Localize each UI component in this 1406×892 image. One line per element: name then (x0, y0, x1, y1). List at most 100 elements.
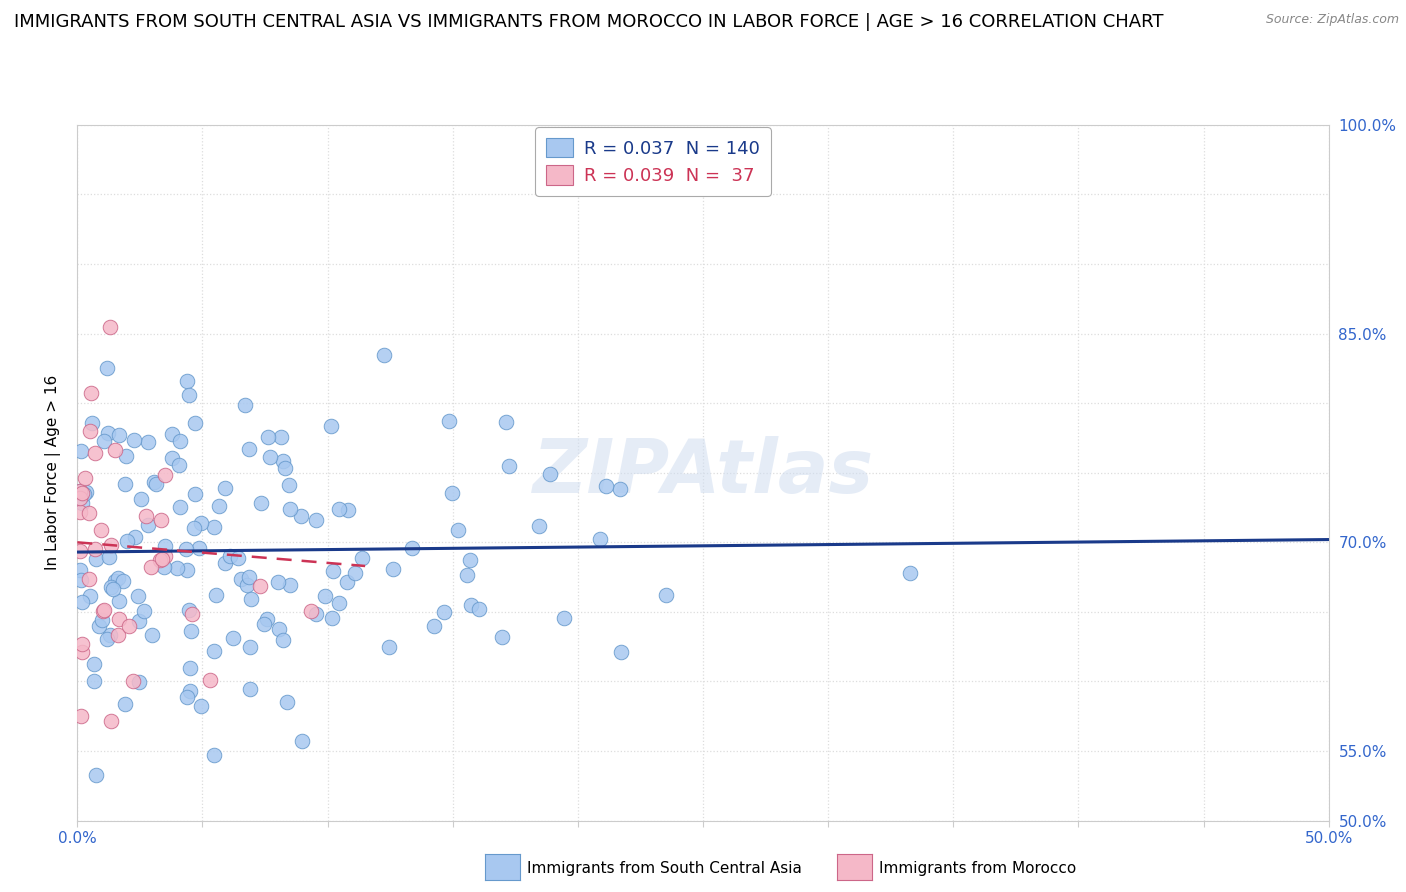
Point (249, 579, 271, 593)
Point (278, 477, 301, 491)
Point (139, 559, 162, 574)
Point (69, 563, 91, 577)
Point (100, 538, 122, 552)
Point (609, 482, 631, 496)
Point (84, 446, 107, 460)
Point (259, 450, 281, 464)
Point (96, 361, 118, 376)
Point (214, 556, 236, 570)
Point (90, 523, 112, 537)
Point (167, 458, 190, 473)
Point (75, 471, 97, 485)
Point (401, 541, 423, 555)
Point (153, 540, 176, 554)
Y-axis label: In Labor Force | Age > 16: In Labor Force | Age > 16 (45, 376, 62, 570)
Point (69, 444, 91, 458)
Point (610, 645, 633, 659)
Point (73, 487, 96, 501)
Point (128, 615, 150, 629)
Point (233, 399, 256, 413)
Point (100, 714, 122, 729)
Point (108, 594, 131, 608)
Point (101, 582, 124, 596)
Point (460, 598, 482, 612)
Point (278, 502, 301, 516)
Point (83, 657, 105, 672)
Point (103, 442, 125, 457)
Point (267, 575, 290, 590)
Point (70, 709, 93, 723)
Point (250, 496, 273, 510)
Text: Immigrants from South Central Asia: Immigrants from South Central Asia (527, 862, 803, 876)
Point (219, 549, 242, 563)
Point (304, 513, 326, 527)
Point (538, 467, 561, 482)
Point (97, 425, 120, 440)
Point (70, 485, 93, 500)
Point (80, 416, 103, 430)
Point (72, 645, 94, 659)
Point (83, 542, 105, 557)
Point (655, 589, 678, 603)
Point (187, 541, 209, 555)
Point (83, 674, 105, 689)
Point (898, 566, 921, 580)
Point (169, 500, 191, 514)
Point (136, 435, 159, 450)
Point (269, 623, 291, 637)
Point (162, 451, 184, 466)
Point (314, 590, 336, 604)
Point (291, 734, 314, 748)
Point (77, 506, 100, 520)
Point (169, 434, 191, 449)
Point (377, 640, 399, 655)
Text: Source: ZipAtlas.com: Source: ZipAtlas.com (1265, 13, 1399, 27)
Point (108, 427, 131, 442)
Point (150, 552, 173, 566)
Point (322, 565, 344, 579)
Point (447, 524, 470, 538)
Point (80, 385, 103, 400)
Point (319, 419, 342, 434)
Point (70, 496, 93, 510)
Point (198, 673, 221, 687)
Point (160, 426, 183, 441)
Point (236, 578, 259, 592)
Point (131, 491, 153, 506)
Point (238, 570, 260, 584)
Point (491, 630, 513, 644)
Point (352, 551, 374, 566)
Point (103, 574, 125, 589)
Point (69, 484, 91, 499)
Point (177, 603, 200, 617)
Point (136, 517, 159, 532)
Point (150, 513, 173, 527)
Point (184, 487, 207, 501)
Point (89, 619, 111, 633)
Point (253, 616, 276, 631)
Point (271, 454, 294, 468)
Legend: R = 0.037  N = 140, R = 0.039  N =  37: R = 0.037 N = 140, R = 0.039 N = 37 (536, 127, 770, 195)
Point (84, 551, 107, 566)
Point (226, 551, 249, 566)
Point (132, 604, 155, 618)
Point (84, 767, 107, 781)
Point (72, 637, 94, 651)
Point (423, 619, 446, 633)
Point (112, 574, 135, 588)
Point (208, 499, 231, 513)
Point (145, 476, 167, 491)
Point (179, 661, 201, 675)
Point (321, 610, 343, 624)
Point (115, 450, 138, 464)
Point (69, 505, 91, 519)
Point (256, 612, 278, 626)
Point (214, 481, 236, 495)
Point (122, 433, 145, 447)
Point (373, 348, 395, 362)
Point (153, 549, 176, 563)
Point (240, 591, 263, 606)
Point (77, 572, 100, 586)
Point (177, 388, 200, 402)
Point (433, 605, 456, 619)
